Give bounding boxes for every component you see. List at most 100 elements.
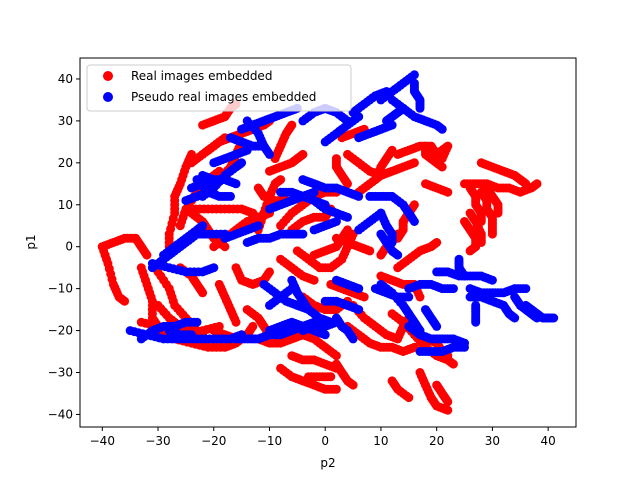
x-axis-label: p2 [320,456,335,470]
data-point [298,149,308,159]
y-axis: −40 −30 −20 −10 0 10 20 30 40 [48,72,80,421]
y-tick-label: 40 [58,72,73,86]
data-point [549,313,559,323]
data-point [237,158,247,168]
data-point [343,212,352,222]
data-point [331,217,341,226]
data-point [203,187,213,197]
data-point [443,187,453,197]
y-tick-label: 0 [65,240,73,254]
data-point [359,292,369,302]
data-point [242,145,252,155]
x-tick-label: −10 [257,434,282,448]
data-point [354,284,364,294]
data-point [415,103,425,113]
data-point [320,330,330,340]
data-point [409,158,419,168]
data-point [326,372,336,382]
data-point [343,116,352,126]
data-point [276,175,286,185]
data-point [365,246,375,256]
y-tick-label: −10 [48,282,73,296]
data-point [343,225,352,235]
data-point [343,179,352,189]
data-point [437,124,447,134]
y-axis-label: p1 [24,234,38,249]
data-point [287,120,297,130]
data-point [404,292,414,302]
data-point [487,275,497,285]
data-point [265,267,274,277]
x-tick-label: 20 [429,434,444,448]
y-tick-label: −30 [48,365,73,379]
data-point [298,229,308,239]
y-tick-label: 20 [58,156,73,170]
plot-frame [79,57,577,428]
legend-marker-real [103,71,113,81]
data-point [409,217,419,226]
x-tick-label: −20 [201,434,226,448]
data-point [448,284,458,294]
data-point [432,238,442,247]
data-point [309,275,319,285]
data-point [248,321,258,331]
data-point [393,250,403,260]
data-point [409,70,419,80]
legend-marker-pseudo [103,92,113,102]
data-point [437,162,447,172]
data-point [460,342,469,352]
legend-label-real: Real images embedded [131,69,272,83]
points-layer [97,70,559,415]
data-point [493,208,503,218]
y-tick-label: −40 [48,407,73,421]
data-point [415,292,425,302]
data-point [265,149,274,159]
data-point [354,191,364,201]
data-point [348,334,358,344]
data-point [476,217,486,226]
data-point [309,187,319,197]
data-point [487,229,497,239]
y-tick-label: 30 [58,114,73,128]
data-point [209,263,219,273]
data-point [192,317,202,327]
data-point [409,200,419,210]
data-point [510,313,520,323]
x-axis: −40 −30 −20 −10 0 10 20 30 40 [90,427,556,448]
data-point [404,393,414,403]
data-point [198,221,208,231]
data-point [532,179,542,189]
data-point [398,103,408,113]
data-point [448,359,458,369]
x-tick-label: −40 [90,434,115,448]
data-point [331,384,341,394]
data-point [354,305,364,315]
data-point [187,330,196,340]
data-point [443,397,453,407]
data-point [443,405,453,415]
data-point [231,179,241,189]
series-pseudo [125,70,559,356]
x-tick-label: 0 [321,434,329,448]
data-point [209,175,219,185]
x-tick-label: 30 [485,434,500,448]
data-point [432,321,442,331]
x-tick-label: 40 [540,434,555,448]
data-point [376,208,386,218]
data-point [226,191,235,201]
data-point [465,246,475,256]
data-point [231,317,241,327]
data-point [521,284,531,294]
data-point [376,170,386,180]
data-point [253,221,263,231]
data-point [331,351,341,361]
x-tick-label: −30 [145,434,170,448]
data-point [521,179,531,189]
data-point [120,296,130,306]
y-tick-label: 10 [58,198,73,212]
data-point [198,288,208,298]
data-point [471,317,481,327]
legend: Real images embedded Pseudo real images … [86,64,352,112]
x-tick-label: 10 [373,434,388,448]
